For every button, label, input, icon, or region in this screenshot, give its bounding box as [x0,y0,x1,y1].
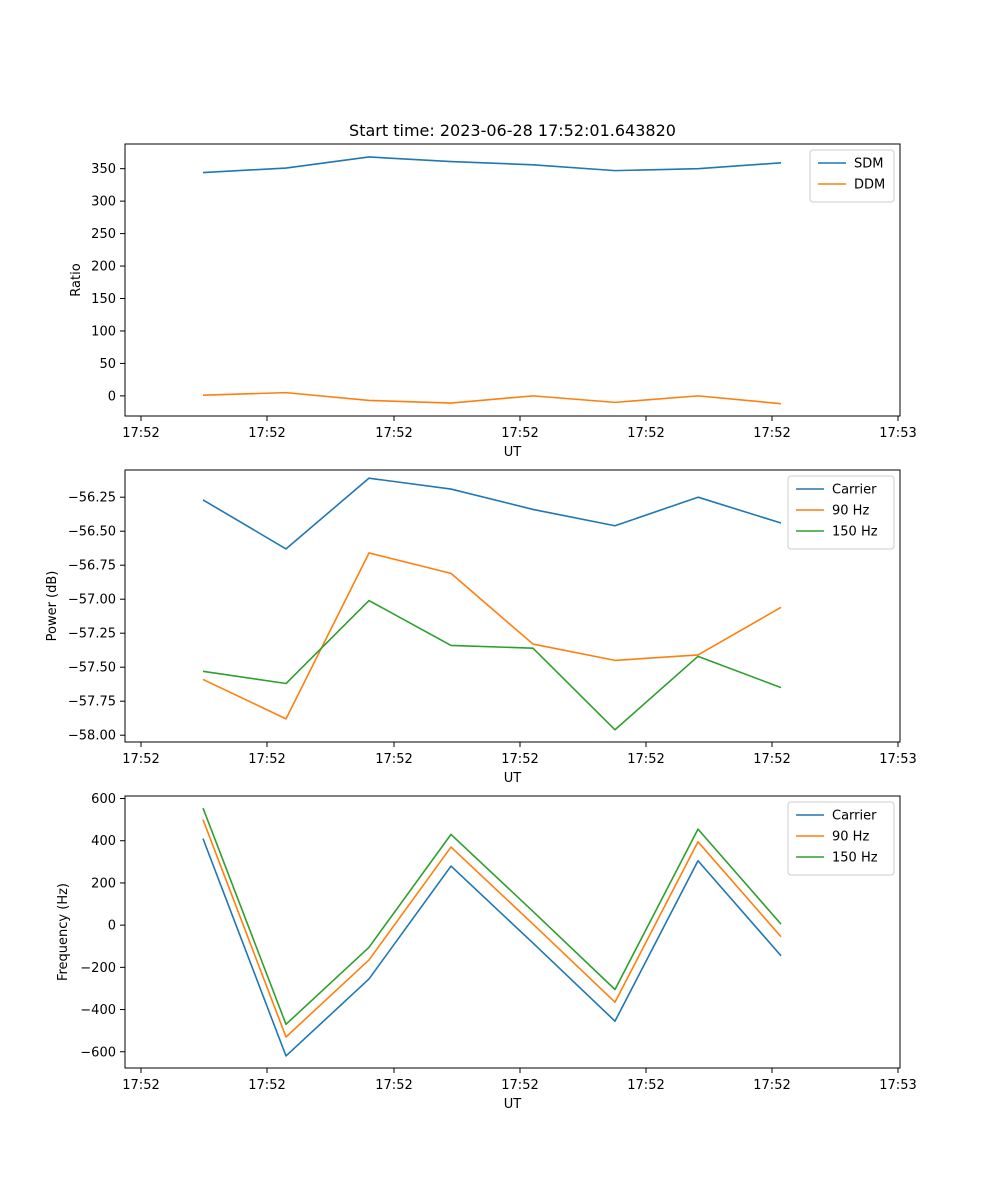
series-line-90-hz [202,552,782,720]
legend: Carrier 90 Hz 150 Hz [787,475,895,550]
x-tick-label: 17:52 [501,1078,538,1093]
y-tick-label: 300 [91,195,116,210]
y-tick-label: 350 [91,162,116,177]
x-tick-label: 17:52 [627,752,664,767]
y-tick-label: 200 [91,876,116,891]
y-tick-label: 0 [108,919,116,934]
y-tick-label: −57.50 [68,661,116,676]
y-tick-label: 400 [91,834,116,849]
x-axis-label: UT [504,771,522,786]
y-tick-label: 50 [99,357,116,372]
legend-label: 90 Hz [832,504,869,519]
axes-frame [124,143,901,417]
y-tick-label: −600 [80,1045,116,1060]
x-tick-label: 17:52 [375,1078,412,1093]
legend: Carrier 90 Hz 150 Hz [787,801,895,876]
y-axis-label: Frequency (Hz) [56,883,71,981]
series-line-90-hz [202,819,782,1038]
y-tick-label: 0 [108,389,116,404]
x-tick-label: 17:52 [122,426,159,441]
y-tick-label: −400 [80,1003,116,1018]
chart-title: Start time: 2023-06-28 17:52:01.643820 [349,121,676,140]
y-tick-label: −57.00 [68,593,116,608]
x-tick-label: 17:52 [248,752,285,767]
x-tick-label: 17:53 [879,1078,916,1093]
legend-label: SDM [854,157,883,172]
x-tick-label: 17:52 [248,1078,285,1093]
axes-frame [124,469,901,743]
y-tick-label: 100 [91,324,116,339]
y-axis-label: Power (dB) [45,571,60,642]
y-tick-label: −57.25 [68,627,116,642]
y-tick-label: −56.50 [68,525,116,540]
x-tick-label: 17:52 [501,426,538,441]
x-tick-label: 17:53 [879,752,916,767]
x-tick-label: 17:52 [753,1078,790,1093]
subplot-2: 17:52 17:52 17:52 17:52 17:52 17:52 17:53 UT −56… [45,469,917,786]
y-tick-label: 150 [91,292,116,307]
x-tick-label: 17:52 [122,1078,159,1093]
legend: SDM DDM [809,149,895,203]
subplots: 17:52 17:52 17:52 17:52 17:52 17:52 17:53 UT 0 50… [45,143,917,1112]
x-tick-label: 17:52 [501,752,538,767]
x-tick-label: 17:52 [627,426,664,441]
x-tick-label: 17:52 [375,426,412,441]
y-tick-label: −56.25 [68,491,116,506]
y-axis-label: Ratio [69,263,84,296]
series-line-ddm [202,391,782,405]
subplot-3: 17:52 17:52 17:52 17:52 17:52 17:52 17:53 UT 600… [56,792,917,1112]
x-axis-label: UT [504,445,522,460]
legend-label: Carrier [832,809,877,824]
x-tick-label: 17:52 [122,752,159,767]
series-line-carrier [202,477,782,550]
series-line-150-hz [202,599,782,731]
x-axis-label: UT [504,1097,522,1112]
y-tick-label: −56.75 [68,559,116,574]
legend-label: 150 Hz [832,851,878,866]
x-tick-label: 17:52 [248,426,285,441]
legend-label: 150 Hz [832,525,878,540]
x-tick-label: 17:52 [375,752,412,767]
x-tick-label: 17:53 [879,426,916,441]
y-tick-label: −200 [80,961,116,976]
series-line-carrier [202,838,782,1057]
x-tick-label: 17:52 [753,752,790,767]
series-line-150-hz [202,807,782,1026]
y-tick-label: 200 [91,260,116,275]
subplot-1: 17:52 17:52 17:52 17:52 17:52 17:52 17:53 UT 0 50… [69,143,917,460]
y-tick-label: −57.75 [68,695,116,710]
y-tick-label: −58.00 [68,729,116,744]
legend-label: DDM [854,178,885,193]
x-tick-label: 17:52 [753,426,790,441]
y-tick-label: 250 [91,227,116,242]
axes-frame [124,795,901,1069]
y-tick-label: 600 [91,792,116,807]
series-line-sdm [202,156,782,174]
legend-label: Carrier [832,483,877,498]
legend-label: 90 Hz [832,830,869,845]
x-tick-label: 17:52 [627,1078,664,1093]
